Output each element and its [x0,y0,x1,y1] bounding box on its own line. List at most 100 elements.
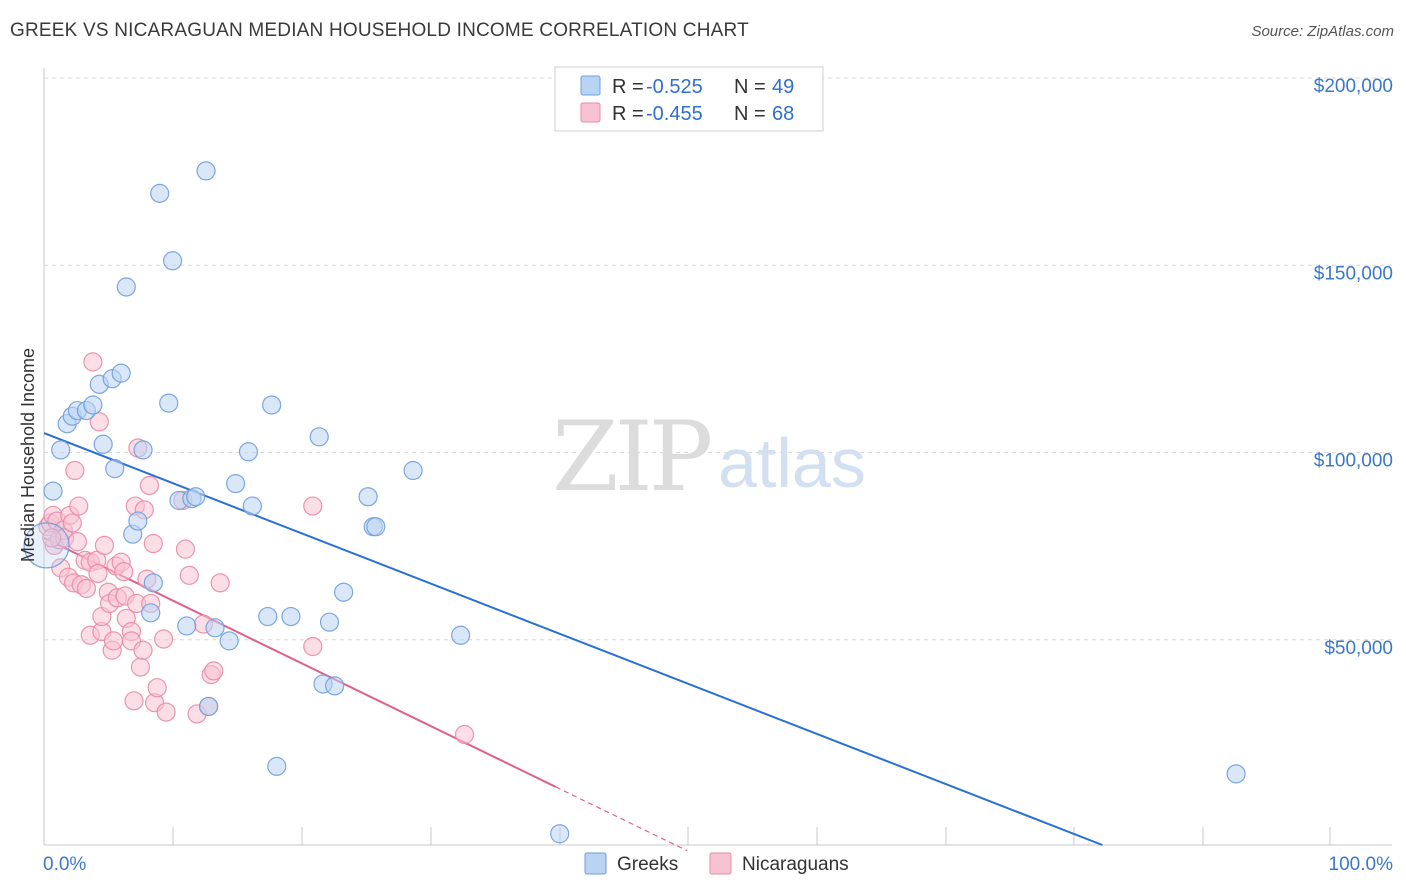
point-nicaraguans [139,475,160,496]
point-nicaraguans [147,678,167,698]
point-greeks [43,481,63,501]
y-tick-label: $200,000 [1314,76,1393,97]
point-greeks [258,606,278,627]
point-greeks [141,603,161,623]
point-nicaraguans [89,412,109,432]
legend-greeks-r-label: R = [612,76,644,98]
legend-greeks-n-label: N = [734,76,766,98]
point-greeks [219,631,239,651]
y-tick-label: $100,000 [1314,451,1393,472]
watermark: ZIP atlas [552,401,866,513]
point-nicaraguans [65,460,85,481]
source-credit: Source: ZipAtlas.com [1251,23,1394,40]
point-greeks [150,183,170,203]
trend-line-greeks [43,432,1103,846]
watermark-atlas: atlas [718,424,866,502]
point-nicaraguans [69,496,89,516]
legend-nicaraguans-r-value: -0.455 [646,103,703,125]
series-legend: Greeks Nicaraguans [584,852,849,875]
point-greeks [199,696,219,717]
point-greeks [242,496,262,516]
point-greeks [23,522,70,569]
bottom-legend-greeks: Greeks [617,854,678,875]
legend-nicaraguans-n-label: N = [734,103,766,125]
point-greeks [159,393,179,413]
point-nicaraguans [143,533,163,554]
x-tick-label-right: 100.0% [1329,854,1394,875]
grid-layer [44,77,1392,641]
point-nicaraguans [67,532,88,552]
point-greeks [177,616,197,636]
axes-layer [43,68,1392,846]
point-nicaraguans [156,702,176,722]
point-greeks [550,824,570,844]
point-greeks [262,395,282,415]
x-tick-label-left: 0.0% [43,854,86,875]
legend-swatch-nicaraguans [580,102,601,123]
point-greeks [205,618,225,638]
point-nicaraguans [175,539,196,559]
point-nicaraguans [204,661,224,681]
watermark-zip: ZIP [552,401,711,513]
points-layer [23,161,1246,844]
point-greeks [116,277,136,297]
point-greeks [267,756,287,776]
point-greeks [366,517,386,537]
point-greeks [1226,764,1246,784]
point-greeks [105,459,125,479]
chart-title: GREEK VS NICARAGUAN MEDIAN HOUSEHOLD INC… [10,20,749,41]
legend-swatch-greeks [580,75,601,96]
point-greeks [358,487,378,507]
correlation-legend: R = -0.525 N = 49 R = -0.455 N = 68 [554,66,824,132]
point-greeks [309,427,329,447]
legend-greeks-n-value: 49 [772,76,794,98]
legend-nicaraguans-r-label: R = [612,103,644,125]
bottom-legend-swatch-nicaraguans [709,852,732,875]
point-nicaraguans [42,528,62,548]
point-greeks [163,251,183,271]
point-greeks [83,395,103,415]
point-greeks [451,625,471,645]
point-nicaraguans [94,535,115,556]
legend-greeks-r-value: -0.525 [646,76,703,98]
point-greeks [334,582,354,602]
legend-nicaraguans-n-value: 68 [772,103,794,125]
point-greeks [111,363,131,383]
point-nicaraguans [124,691,144,711]
y-axis-label: Median Household Income [18,348,38,562]
point-nicaraguans [303,496,323,516]
point-greeks [186,487,206,507]
y-tick-label: $150,000 [1314,263,1393,284]
point-nicaraguans [454,724,475,745]
point-greeks [196,161,216,181]
y-tick-label: $50,000 [1324,638,1393,659]
point-nicaraguans [303,636,323,657]
point-nicaraguans [179,565,199,585]
point-nicaraguans [133,640,153,660]
point-nicaraguans [153,629,174,649]
bottom-legend-nicaraguans: Nicaraguans [742,854,849,875]
point-greeks [325,676,345,696]
point-nicaraguans [130,657,151,677]
point-greeks [51,440,71,460]
y-tick-labels: $50,000 $100,000 $150,000 $200,000 [1314,76,1393,659]
point-greeks [238,442,259,462]
point-greeks [143,573,163,593]
point-greeks [128,511,148,531]
point-nicaraguans [62,513,82,533]
point-greeks [403,460,423,481]
point-nicaraguans [88,563,108,584]
point-greeks [226,474,246,494]
point-nicaraguans [76,578,97,599]
point-nicaraguans [210,573,230,593]
point-greeks [93,434,113,454]
trend-line-nicaraguans-extension [555,786,688,852]
bottom-legend-swatch-greeks [584,852,607,875]
point-greeks [319,612,340,632]
point-greeks [281,606,301,627]
point-nicaraguans [83,352,103,372]
point-nicaraguans [103,631,124,651]
point-nicaraguans [114,562,134,582]
point-greeks [133,440,153,460]
